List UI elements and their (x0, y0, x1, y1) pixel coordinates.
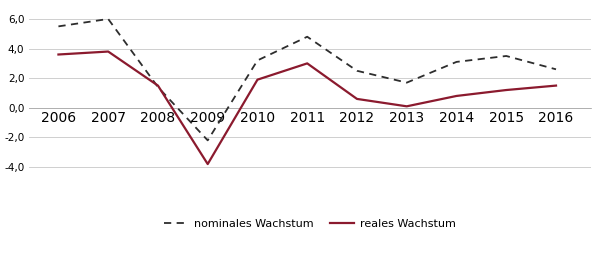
nominales Wachstum (503, 54, 510, 57)
Line: nominales Wachstum: nominales Wachstum (58, 19, 556, 140)
reales Wachstum (254, 78, 261, 81)
reales Wachstum (503, 88, 510, 91)
reales Wachstum (552, 84, 559, 87)
nominales Wachstum (154, 86, 161, 89)
reales Wachstum (55, 53, 62, 56)
reales Wachstum (303, 62, 311, 65)
nominales Wachstum (552, 68, 559, 71)
Legend: nominales Wachstum, reales Wachstum: nominales Wachstum, reales Wachstum (164, 219, 456, 229)
reales Wachstum (453, 94, 460, 98)
Line: reales Wachstum: reales Wachstum (58, 52, 556, 164)
reales Wachstum (154, 84, 161, 87)
nominales Wachstum (254, 59, 261, 62)
nominales Wachstum (453, 60, 460, 64)
nominales Wachstum (204, 139, 211, 142)
reales Wachstum (403, 105, 411, 108)
reales Wachstum (204, 163, 211, 166)
nominales Wachstum (403, 81, 411, 84)
nominales Wachstum (353, 69, 361, 72)
nominales Wachstum (55, 25, 62, 28)
reales Wachstum (105, 50, 112, 53)
nominales Wachstum (105, 18, 112, 21)
reales Wachstum (353, 97, 361, 100)
nominales Wachstum (303, 35, 311, 38)
